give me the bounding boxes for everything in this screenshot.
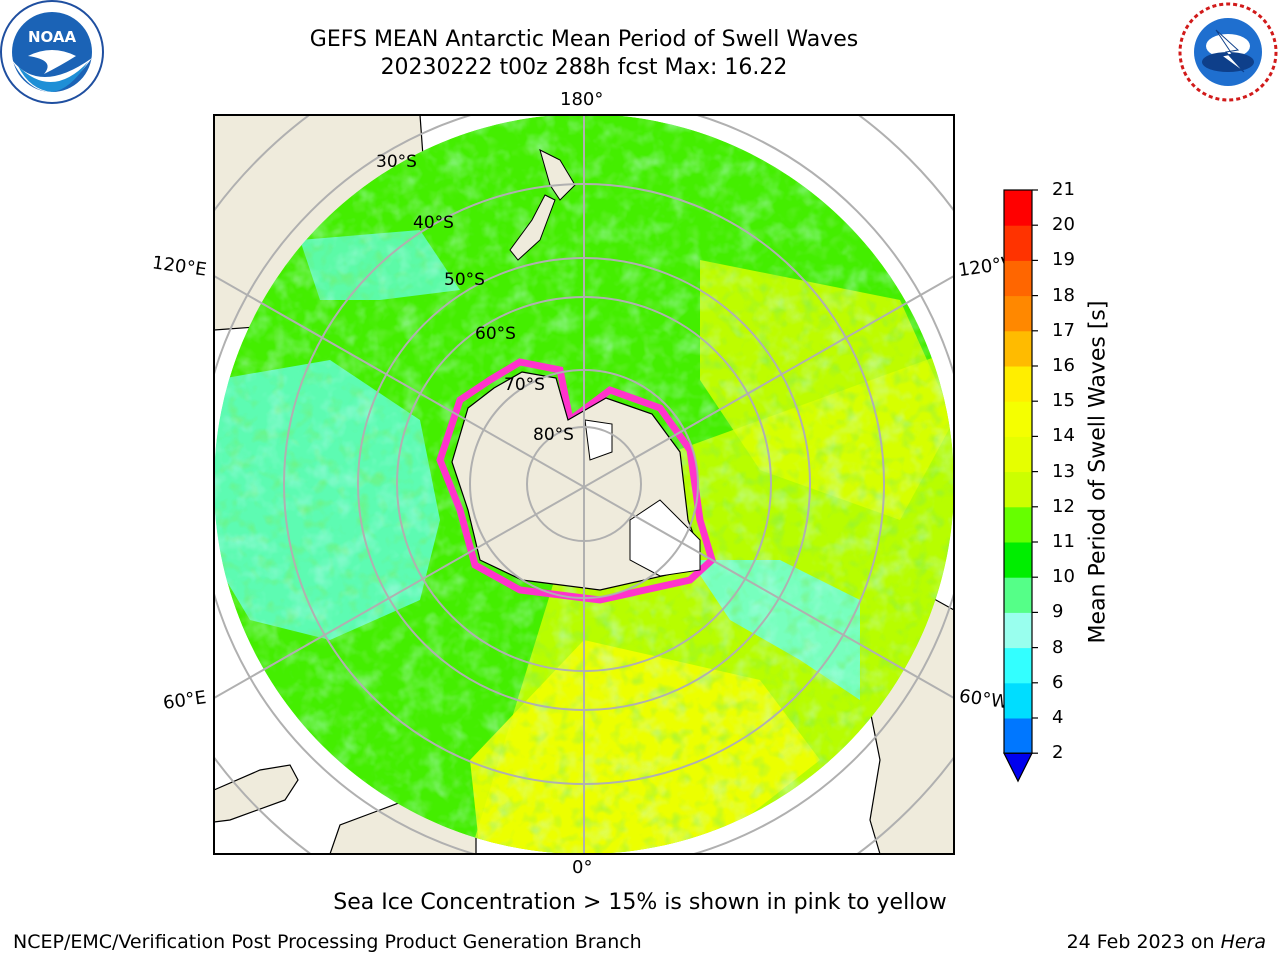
- colorbar: [1003, 189, 1038, 783]
- lat-label-70s: 70°S: [504, 375, 545, 395]
- colorbar-tick-label: 17: [1052, 319, 1075, 341]
- lon-label-bottom: 0°: [572, 857, 593, 878]
- credit-date-text: 24 Feb 2023 on: [1066, 931, 1221, 953]
- nws-logo-icon: [1178, 2, 1278, 102]
- colorbar-under-arrow: [1003, 752, 1033, 783]
- colorbar-tick-label: 6: [1052, 671, 1064, 693]
- colorbar-bin: [1004, 401, 1032, 437]
- colorbar-label: Mean Period of Swell Waves [s]: [1085, 300, 1111, 644]
- colorbar-tick-label: 4: [1052, 707, 1064, 728]
- colorbar-bin: [1004, 436, 1032, 473]
- colorbar-tick-label: 16: [1052, 355, 1075, 376]
- lat-label-60s: 60°S: [475, 324, 516, 344]
- colorbar-bin: [1004, 542, 1032, 578]
- colorbar-bin: [1004, 295, 1032, 332]
- colorbar-bin: [1004, 577, 1032, 613]
- credit-branch: NCEP/EMC/Verification Post Processing Pr…: [13, 931, 642, 953]
- colorbar-tick-label: 13: [1052, 460, 1075, 482]
- colorbar-tick-label: 21: [1052, 179, 1075, 200]
- lat-label-80s: 80°S: [533, 425, 574, 445]
- colorbar-tick-label: 14: [1052, 425, 1075, 447]
- lat-label-30s: 30°S: [376, 152, 417, 172]
- map-frame: [213, 114, 955, 855]
- colorbar-bin: [1004, 260, 1032, 297]
- sea-ice-caption: Sea Ice Concentration > 15% is shown in …: [333, 890, 947, 915]
- colorbar-tick-label: 8: [1052, 636, 1064, 658]
- colorbar-bin: [1004, 718, 1032, 754]
- colorbar-bin: [1004, 506, 1032, 543]
- colorbar-bin: [1004, 190, 1032, 226]
- credit-date: 24 Feb 2023 on Hera: [1067, 931, 1266, 953]
- land-madagascar: [214, 764, 299, 823]
- lat-label-50s: 50°S: [444, 270, 485, 290]
- colorbar-tick-label: 9: [1052, 601, 1064, 623]
- colorbar-bin: [1004, 330, 1032, 367]
- colorbar-tick-label: 12: [1052, 495, 1075, 517]
- colorbar-tick-label: 10: [1052, 566, 1075, 588]
- colorbar-bin: [1004, 366, 1032, 402]
- noaa-logo-icon: NOAA: [0, 0, 104, 104]
- colorbar-tick-label: 19: [1052, 249, 1075, 271]
- colorbar-tick-label: 2: [1052, 742, 1064, 764]
- lat-label-40s: 40°S: [413, 213, 454, 233]
- colorbar-bin: [1004, 682, 1032, 719]
- colorbar-bin: [1004, 612, 1032, 649]
- colorbar-bin: [1004, 647, 1032, 684]
- graticule: [214, 115, 954, 854]
- colorbar-tick-label: 20: [1052, 214, 1075, 236]
- colorbar-tick-label: 11: [1052, 531, 1075, 552]
- colorbar-bin: [1004, 471, 1032, 508]
- noaa-logo-text: NOAA: [28, 28, 77, 46]
- colorbar-bin: [1004, 225, 1032, 261]
- chart-title: GEFS MEAN Antarctic Mean Period of Swell…: [309, 27, 859, 52]
- colorbar-tick-label: 18: [1052, 284, 1075, 306]
- chart-subtitle: 20230222 t00z 288h fcst Max: 16.22: [380, 55, 788, 80]
- credit-host: Hera: [1220, 931, 1266, 953]
- colorbar-ticks: 2 4 6 8 9 10 11 12 13 14 15 16 17 18 19 20 21: [1052, 179, 1112, 790]
- lon-label-top: 180°: [560, 89, 604, 110]
- colorbar-tick-label: 15: [1052, 390, 1075, 412]
